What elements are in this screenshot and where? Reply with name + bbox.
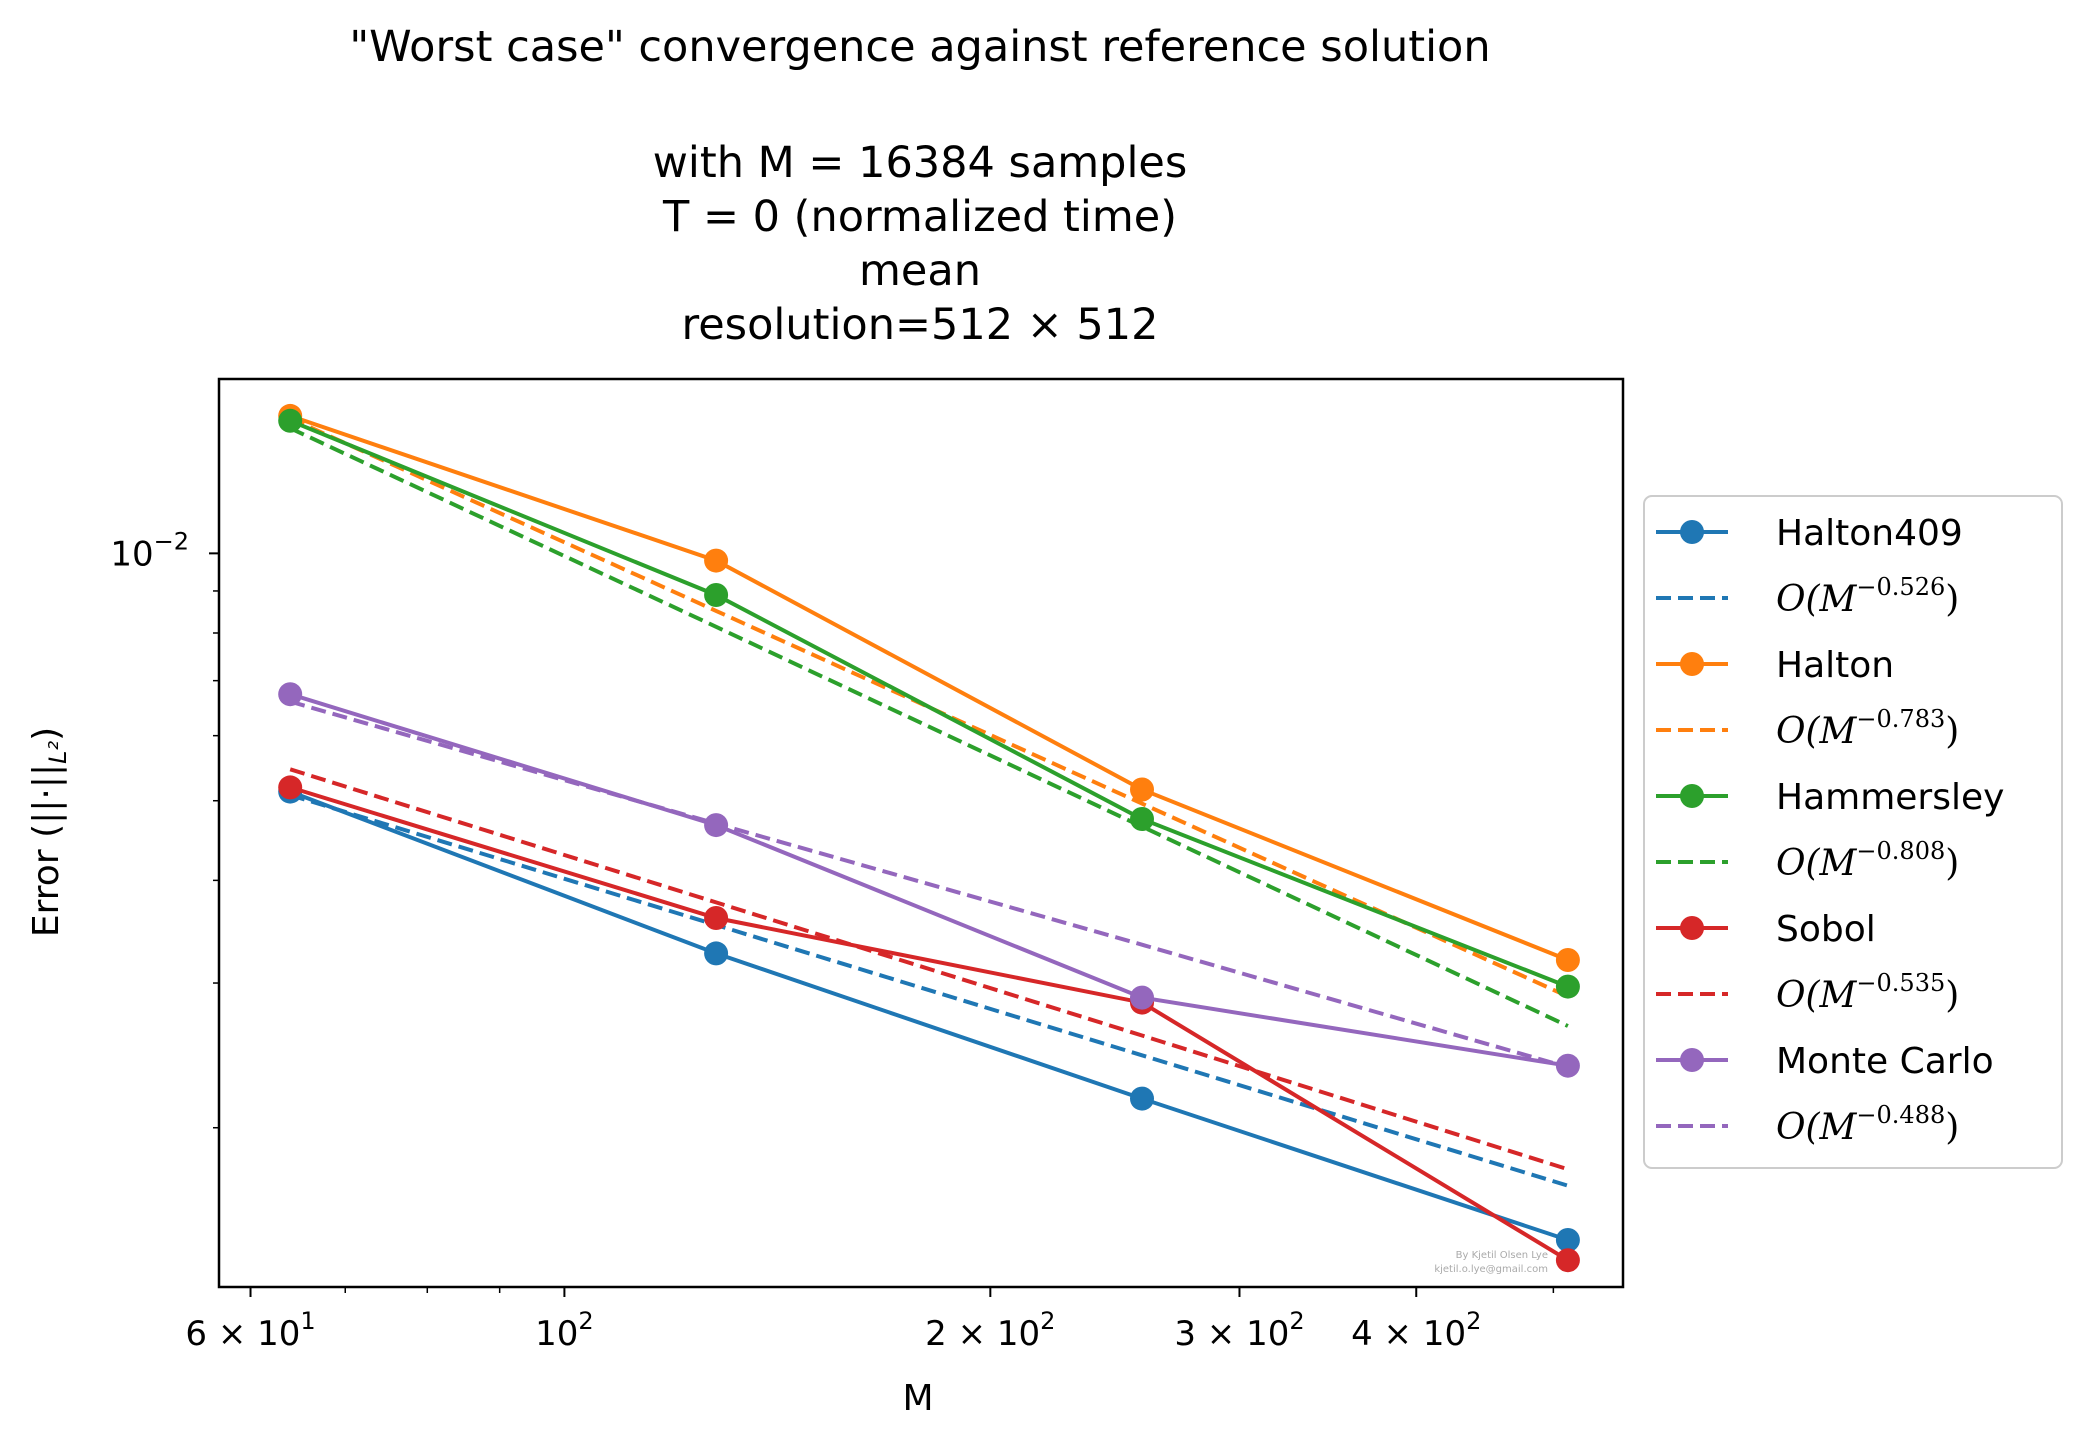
x-tick-label: 3 × 102 bbox=[1174, 1307, 1304, 1354]
title-line-5: resolution=512 × 512 bbox=[681, 300, 1159, 350]
legend-fit-label-monte-carlo: O(M−0.488) bbox=[1776, 1101, 1959, 1148]
series-line-halton409 bbox=[289, 789, 1569, 1242]
legend-fit-label-halton: O(M−0.783) bbox=[1776, 705, 1959, 752]
legend-marker-halton409 bbox=[1680, 520, 1704, 544]
x-tick-label: 102 bbox=[535, 1307, 594, 1354]
series-line-sobol bbox=[289, 785, 1569, 1262]
plot-frame bbox=[217, 377, 1625, 1289]
fit-line-monte-carlo bbox=[289, 699, 1569, 1070]
data-point-monte-carlo bbox=[1130, 985, 1154, 1010]
title-line-2: with M = 16384 samples bbox=[652, 138, 1188, 188]
legend-label-hammersley: Hammersley bbox=[1776, 777, 2004, 818]
legend-box bbox=[1643, 495, 2063, 1169]
data-point-hammersley bbox=[278, 408, 303, 433]
legend-marker-halton bbox=[1680, 652, 1704, 676]
chart-subtitle-samples: with M = 16384 samples bbox=[0, 138, 1840, 188]
chart-subtitle-resolution: resolution=512 × 512 bbox=[0, 300, 1840, 350]
fit-line-halton409 bbox=[289, 793, 1569, 1188]
data-point-monte-carlo bbox=[1555, 1053, 1580, 1078]
data-point-sobol bbox=[1555, 1248, 1580, 1273]
data-point-halton409 bbox=[1555, 1228, 1580, 1252]
data-point-hammersley bbox=[704, 583, 729, 607]
title-line-1: "Worst case" convergence against referen… bbox=[349, 22, 1491, 72]
watermark: By Kjetil Olsen Lye kjetil.o.lye@gmail.co… bbox=[1434, 1250, 1548, 1275]
data-point-hammersley bbox=[1555, 974, 1580, 999]
legend-label-halton: Halton bbox=[1776, 645, 1894, 686]
legend-marker-monte-carlo bbox=[1680, 1048, 1704, 1072]
plot-area bbox=[217, 377, 1625, 1289]
legend: Halton409 O(M−0.526) Halton O(M−0.783) Hamme… bbox=[1643, 495, 2063, 1169]
x-axis-label: M bbox=[902, 1378, 933, 1419]
legend-marker-hammersley bbox=[1680, 784, 1704, 808]
x-tick-label: 4 × 102 bbox=[1351, 1307, 1481, 1354]
legend-fit-label-hammersley: O(M−0.808) bbox=[1776, 837, 1959, 884]
legend-fit-label-halton409: O(M−0.526) bbox=[1776, 573, 1959, 620]
title-line-4: mean bbox=[859, 246, 981, 296]
fit-line-hammersley bbox=[289, 426, 1569, 1028]
watermark-email: kjetil.o.lye@gmail.com bbox=[1434, 1264, 1548, 1275]
data-point-halton409 bbox=[1130, 1086, 1154, 1111]
chart-title: "Worst case" convergence against referen… bbox=[0, 22, 1840, 72]
x-tick-label: 2 × 102 bbox=[925, 1307, 1055, 1354]
data-point-hammersley bbox=[1130, 807, 1154, 831]
chart-subtitle-stat: mean bbox=[0, 246, 1840, 296]
y-axis: 10−2 bbox=[110, 527, 219, 1129]
data-point-halton bbox=[1555, 948, 1580, 972]
x-axis: 6 × 101 102 2 × 102 3 × 102 4 × 102 bbox=[185, 1287, 1555, 1354]
legend-fit-label-sobol: O(M−0.535) bbox=[1776, 969, 1959, 1016]
y-axis-label: Error (||·||L²) bbox=[26, 727, 72, 937]
data-point-monte-carlo bbox=[278, 682, 303, 707]
data-point-sobol bbox=[278, 775, 303, 800]
y-tick-label: 10−2 bbox=[110, 527, 189, 574]
series-line-halton bbox=[289, 414, 1569, 962]
legend-marker-sobol bbox=[1680, 916, 1704, 940]
data-point-halton bbox=[704, 548, 729, 573]
fit-line-halton bbox=[289, 416, 1569, 999]
fit-line-sobol bbox=[289, 767, 1569, 1172]
watermark-author: By Kjetil Olsen Lye bbox=[1456, 1250, 1548, 1261]
series-line-hammersley bbox=[289, 418, 1569, 989]
data-point-sobol bbox=[704, 906, 729, 930]
legend-label-monte-carlo: Monte Carlo bbox=[1776, 1041, 1994, 1082]
legend-label-halton409: Halton409 bbox=[1776, 513, 1963, 554]
legend-label-sobol: Sobol bbox=[1776, 909, 1876, 950]
data-point-monte-carlo bbox=[704, 813, 729, 838]
data-point-halton bbox=[1130, 777, 1154, 802]
title-line-3: T = 0 (normalized time) bbox=[663, 192, 1177, 242]
chart-subtitle-time: T = 0 (normalized time) bbox=[0, 192, 1840, 242]
x-tick-label: 6 × 101 bbox=[185, 1307, 315, 1354]
series-line-monte-carlo bbox=[289, 692, 1569, 1068]
data-point-halton409 bbox=[704, 941, 729, 966]
